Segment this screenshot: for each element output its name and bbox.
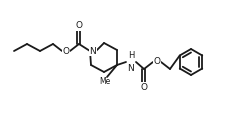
Text: N: N [127, 64, 134, 73]
Text: Me: Me [99, 77, 110, 86]
Text: O: O [153, 57, 160, 66]
Text: N: N [89, 46, 96, 55]
Text: H: H [127, 51, 134, 60]
Text: O: O [140, 82, 147, 91]
Text: O: O [62, 46, 69, 55]
Text: O: O [75, 22, 82, 31]
